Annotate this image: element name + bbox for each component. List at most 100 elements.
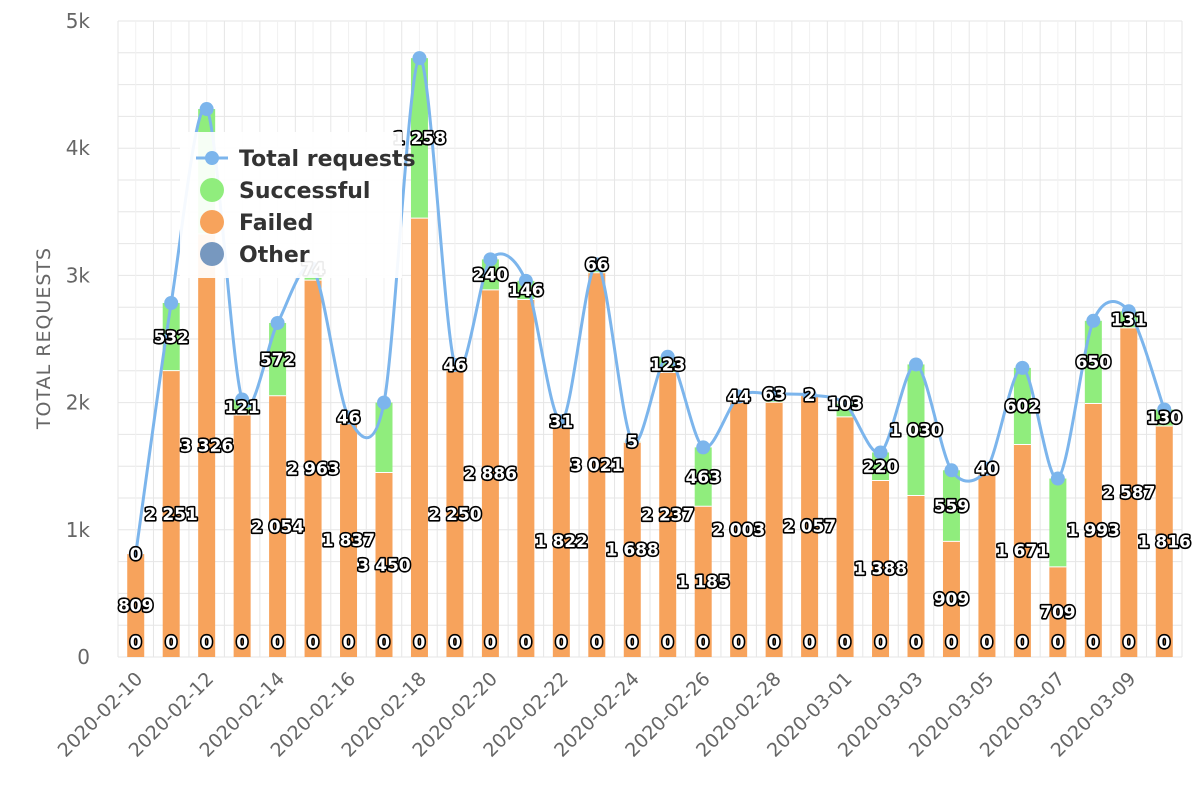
data-label-successful: 121	[224, 398, 260, 418]
data-label-failed: 909	[934, 590, 970, 610]
bar-successful	[162, 303, 180, 371]
data-label-successful: 123	[650, 356, 686, 376]
data-label-failed: 3 450	[357, 556, 410, 576]
data-label-successful: 131	[1111, 311, 1147, 331]
data-label-other: 0	[1123, 633, 1135, 653]
data-label-other: 0	[946, 633, 958, 653]
bar-failed	[446, 370, 464, 657]
data-label-failed: 1 671	[996, 542, 1049, 562]
data-label-failed: 2 963	[286, 460, 339, 480]
total-requests-point	[873, 445, 888, 460]
data-label-failed: 2 251	[145, 505, 198, 525]
bars	[127, 58, 1173, 657]
legend-dot-icon	[200, 210, 224, 234]
bar-failed	[1120, 327, 1138, 657]
data-label-successful: 650	[1076, 353, 1112, 373]
bar-failed	[765, 402, 783, 657]
bar-failed	[623, 442, 641, 657]
data-label-other: 0	[201, 633, 213, 653]
data-label-other: 0	[1158, 633, 1170, 653]
data-label-failed: 2 237	[641, 506, 694, 526]
bar-failed	[588, 272, 606, 657]
total-requests-point	[554, 414, 569, 429]
bar-failed	[694, 506, 712, 657]
y-tick-label: 1k	[66, 518, 91, 542]
total-requests-line	[128, 51, 1172, 562]
bar-failed	[1049, 566, 1067, 657]
bar-successful	[1049, 478, 1067, 567]
data-label-successful: 31	[549, 412, 573, 432]
bar-failed	[269, 395, 287, 657]
data-label-other: 0	[414, 633, 426, 653]
data-label-other: 0	[875, 633, 887, 653]
data-label-other: 0	[272, 633, 284, 653]
data-label-other: 0	[1016, 633, 1028, 653]
data-label-failed: 809	[118, 597, 154, 617]
total-requests-point	[660, 349, 675, 364]
bar-failed	[907, 495, 925, 657]
data-label-successful: 572	[260, 350, 296, 370]
data-label-other: 0	[555, 633, 567, 653]
data-label-successful: 220	[863, 457, 899, 477]
total-requests-point	[1121, 304, 1136, 319]
data-label-failed: 1 816	[1138, 533, 1191, 553]
bar-failed	[836, 416, 854, 657]
data-label-other: 0	[307, 633, 319, 653]
data-label-successful: 130	[1147, 409, 1183, 429]
total-requests-point	[838, 396, 853, 411]
total-requests-point	[767, 387, 782, 402]
data-label-other: 0	[591, 633, 603, 653]
y-axis-title: TOTAL REQUESTS	[33, 247, 55, 430]
bar-successful	[410, 58, 428, 219]
data-label-other: 0	[130, 633, 142, 653]
data-label-failed: 3 326	[180, 436, 233, 456]
data-label-other: 0	[733, 633, 745, 653]
data-label-failed: 2 250	[428, 505, 481, 525]
data-label-other: 0	[520, 633, 532, 653]
data-label-other: 0	[839, 633, 851, 653]
bar-failed	[1084, 403, 1102, 657]
total-requests-point	[802, 388, 817, 403]
total-requests-point	[625, 434, 640, 449]
data-label-other: 0	[626, 633, 638, 653]
data-label-failed: 1 688	[606, 541, 659, 561]
bar-successful	[872, 452, 890, 481]
data-label-successful: 66	[585, 255, 609, 275]
data-label-other: 0	[1052, 633, 1064, 653]
data-label-failed: 1 185	[677, 573, 730, 593]
y-tick-label: 5k	[66, 9, 91, 33]
data-label-other: 0	[981, 633, 993, 653]
total-requests-point	[412, 51, 427, 66]
total-requests-point	[944, 463, 959, 478]
total-requests-path	[134, 56, 1166, 555]
y-tick-label: 4k	[66, 136, 91, 160]
total-requests-point	[518, 273, 533, 288]
bar-successful	[942, 470, 960, 542]
total-requests-point	[589, 257, 604, 272]
data-label-failed: 2 003	[712, 521, 765, 541]
bar-failed	[552, 425, 570, 657]
bar-failed	[517, 299, 535, 657]
total-requests-point	[270, 315, 285, 330]
bar-failed	[872, 480, 890, 657]
total-requests-point	[1086, 313, 1101, 328]
total-requests-point	[1157, 402, 1172, 417]
bar-failed	[730, 402, 748, 657]
data-label-other: 0	[804, 633, 816, 653]
data-label-successful: 103	[827, 395, 863, 415]
bar-failed	[978, 473, 996, 657]
data-label-successful: 146	[508, 281, 544, 301]
total-requests-point	[164, 296, 179, 311]
data-label-successful: 63	[762, 385, 786, 405]
data-label-other: 0	[343, 633, 355, 653]
x-axis-ticks: 2020-02-102020-02-122020-02-142020-02-16…	[54, 668, 1141, 762]
legend-label: Failed	[239, 211, 313, 236]
data-label-failed: 2 054	[251, 517, 304, 537]
data-label-other: 0	[484, 633, 496, 653]
bar-failed	[162, 370, 180, 657]
data-label-successful: 532	[153, 328, 189, 348]
total-requests-point	[1015, 360, 1030, 375]
bar-failed	[942, 541, 960, 657]
data-label-other: 0	[697, 633, 709, 653]
